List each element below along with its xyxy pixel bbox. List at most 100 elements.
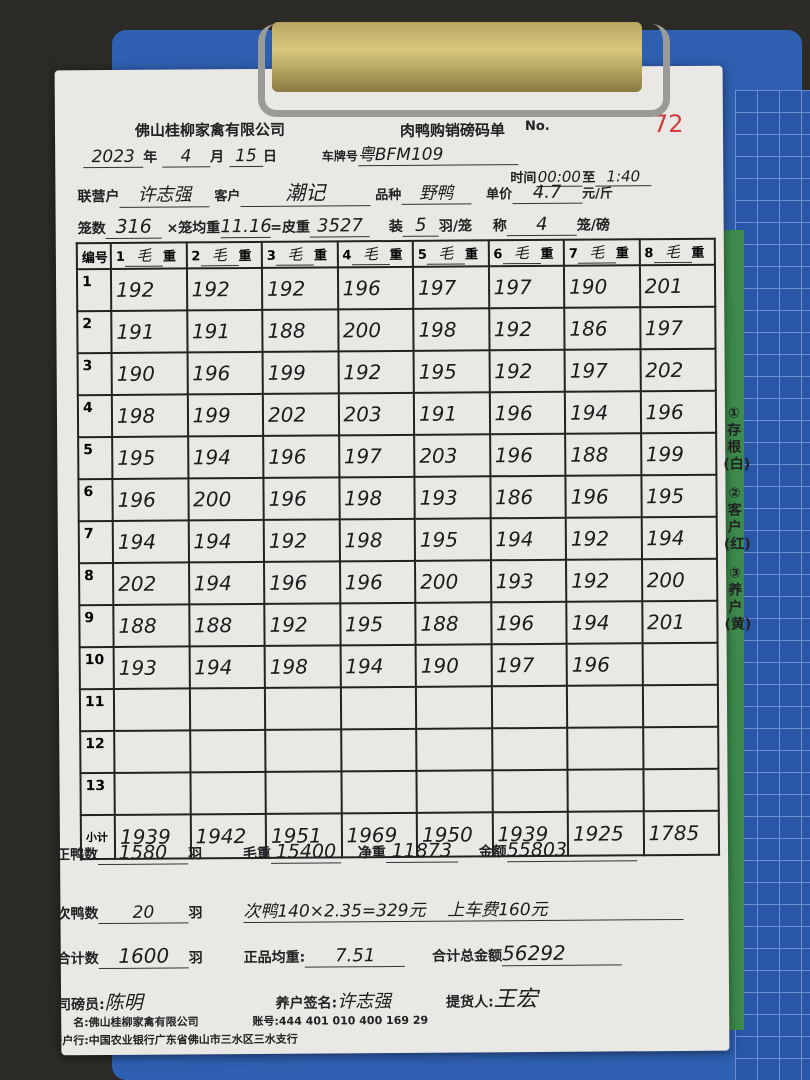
cage-line: 笼数 316 ×笼均重11.16=皮重 3527 装 5 羽/笼 称 4 笼/磅: [78, 212, 610, 239]
column-number: 1: [115, 249, 125, 265]
weight-cell: 192: [110, 268, 187, 311]
column-number: 7: [568, 246, 578, 262]
weight-cell: 192: [263, 519, 340, 562]
cages-label: 笼数: [77, 220, 106, 238]
table-row: 5 195 194 196 197 203 196 188 199: [78, 432, 717, 480]
weight-cell: 191: [186, 309, 263, 353]
net-label: 净重: [357, 845, 386, 862]
avg-label: 正品均重:: [243, 949, 306, 967]
weigher-signature: 陈明: [104, 991, 143, 1015]
summary-line-3: 合计数 1600 羽 正品均重: 7.51 合计总金额56292: [57, 940, 721, 970]
weight-cell: 196: [490, 601, 567, 645]
table-row: 4 198 199 202 203 191 196 194 196: [77, 390, 717, 438]
column-mark: 毛: [426, 242, 465, 265]
weight-cell: 194: [112, 520, 189, 563]
row-number: 1: [76, 268, 112, 312]
clipboard-clip-wire: [258, 24, 670, 117]
weight-cell: [340, 770, 417, 814]
weight-cell: 203: [338, 392, 415, 436]
weight-cell: [567, 769, 644, 812]
cage-per-weigh-label: 笼/磅: [576, 217, 611, 234]
weight-cell: [265, 729, 341, 772]
column-number: 3: [266, 248, 276, 264]
account-name-label: 户 名:: [51, 1016, 89, 1030]
breed-value: 野鸭: [401, 178, 472, 205]
weight-cell: 196: [565, 475, 642, 518]
weight-cell: [642, 768, 719, 812]
column-mark: 毛: [653, 240, 692, 264]
row-number: 8: [79, 562, 114, 606]
weight-cell: 190: [111, 352, 188, 395]
weight-cell: 200: [337, 308, 414, 352]
weight-cell: 201: [639, 264, 716, 308]
gross-value: 15400: [270, 840, 341, 864]
table-row: 13: [80, 768, 719, 816]
weight-cell: 198: [264, 645, 341, 688]
weight-cell: [113, 688, 190, 731]
bank-label: 开户行:: [51, 1034, 89, 1048]
weight-cell: 192: [186, 267, 263, 311]
total-label: 合计数: [56, 951, 99, 968]
weight-cell: [114, 730, 190, 773]
good-ducks-value: 1580: [97, 841, 189, 866]
weight-cell: 188: [113, 604, 190, 647]
weight-cell: 192: [488, 307, 565, 351]
company-name: 佛山桂柳家禽有限公司: [134, 120, 286, 140]
column-mark: 毛: [577, 241, 616, 264]
weight-cell: 194: [187, 435, 264, 479]
weight-cell: 193: [414, 476, 491, 519]
row-number: 4: [77, 394, 113, 438]
weight-cell: 188: [188, 603, 265, 647]
column-label: 重: [691, 245, 705, 261]
table-row: 8 202 194 196 196 200 193 192 200: [79, 558, 718, 606]
farmer-signature: 许志强: [337, 991, 392, 1013]
weight-cell: [189, 729, 266, 773]
weight-cell: 192: [489, 349, 565, 393]
weight-cell: 196: [566, 643, 643, 686]
weight-cell: 196: [263, 477, 340, 520]
party-line: 联营户 许志强 客户 潮记 品种 野鸭 单价 4.7 元/斤: [77, 174, 613, 208]
weight-cell: [416, 770, 493, 813]
weight-cell: 188: [565, 433, 641, 476]
copy-note-1: ①存根(白): [723, 405, 751, 473]
column-number: 5: [417, 247, 427, 263]
weight-cell: 195: [339, 602, 416, 646]
amount-value: 55803: [506, 838, 637, 863]
weight-cell: 194: [641, 516, 717, 560]
weight-cell: 192: [264, 603, 341, 646]
unit-bird: 羽: [187, 846, 203, 863]
weight-cell: 188: [262, 309, 339, 352]
serial-prefix: No.: [524, 118, 550, 135]
cages-per-weigh-value: 4: [506, 213, 577, 237]
weight-cell: 191: [111, 310, 188, 353]
column-mark: 毛: [502, 241, 541, 265]
row-number: 5: [78, 436, 113, 480]
column-label: 重: [389, 247, 403, 264]
account-number: 444 401 010 400 169 29: [278, 1013, 429, 1028]
weight-cell: 197: [491, 643, 567, 687]
weight-cell: [189, 771, 266, 815]
column-label: 重: [238, 248, 252, 265]
weight-cell: 195: [414, 518, 491, 561]
table-row: 11: [79, 684, 719, 732]
summary-line-1: 正鸭数 1580 羽 毛重 15400 净重 11873 金额55803: [56, 838, 720, 866]
weight-cell: [415, 686, 492, 729]
weight-cell: [642, 684, 719, 728]
day-label: 日: [262, 148, 277, 165]
weight-cell: 196: [489, 433, 566, 477]
weight-cell: [491, 727, 568, 771]
plate-value: 粤BFM109: [357, 139, 518, 167]
plate-label: 车牌号: [321, 149, 358, 164]
weight-cell: 199: [262, 351, 339, 394]
row-number: 11: [79, 688, 115, 732]
farmer-sign-label: 养户签名:: [275, 995, 338, 1012]
weight-cell: [491, 685, 568, 729]
column-mark: 毛: [351, 243, 390, 266]
column-label: 重: [464, 247, 478, 263]
customer-value: 潮记: [240, 176, 371, 208]
avg-cage-label: ×笼均重: [166, 220, 221, 237]
